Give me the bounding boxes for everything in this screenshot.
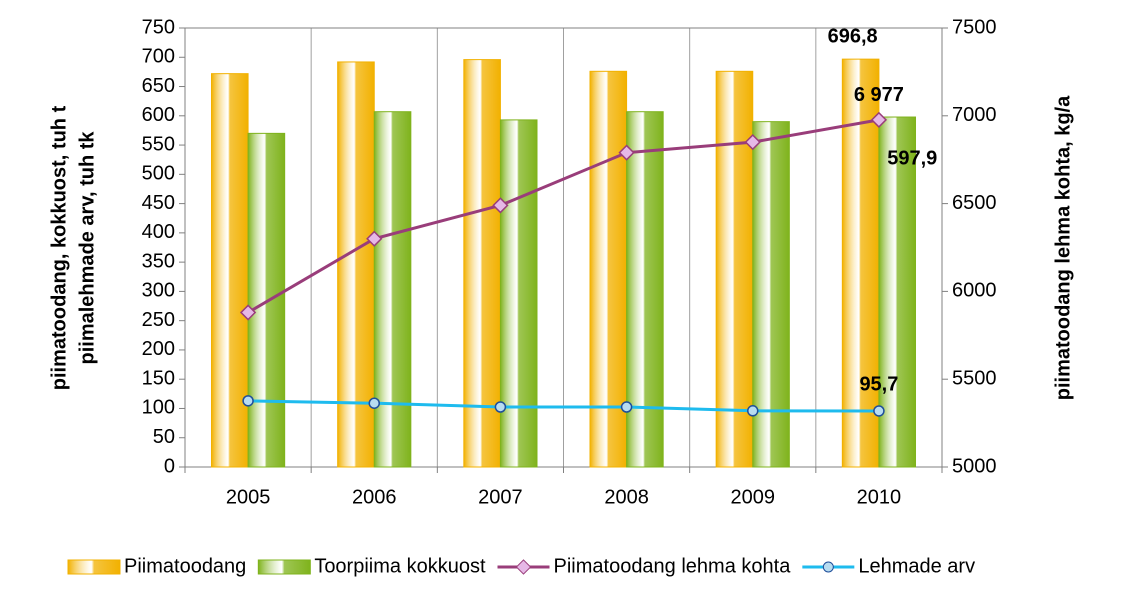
- y-tick-label: 700: [142, 46, 175, 68]
- bar: [337, 61, 375, 468]
- bar: [841, 58, 880, 468]
- line: [248, 399, 879, 413]
- legend-label: Piimatoodang lehma kohta: [554, 555, 792, 577]
- bar: [463, 59, 501, 468]
- bar: [878, 116, 917, 468]
- legend-label: Piimatoodang: [124, 555, 246, 577]
- y2-tick-label: 7000: [952, 104, 997, 126]
- marker: [368, 397, 380, 409]
- marker: [242, 395, 254, 407]
- data-label: 696,8: [828, 25, 878, 47]
- y2-tick-label: 6000: [952, 280, 997, 302]
- marker: [620, 401, 633, 413]
- x-tick-label: 2010: [857, 486, 902, 508]
- bar: [499, 119, 538, 468]
- bar: [210, 73, 249, 468]
- y-tick-label: 550: [142, 133, 175, 155]
- marker: [618, 144, 635, 161]
- legend-marker: [515, 559, 532, 575]
- y2-tick-label: 5000: [952, 455, 997, 477]
- marker: [239, 304, 257, 321]
- y-tick-label: 650: [142, 75, 175, 97]
- y-axis-title: piimatoodang, kokkuost, tuh t: [48, 105, 70, 390]
- bar: [626, 111, 664, 468]
- y2-axis-title: piimatoodang lehma kohta, kg/a: [1052, 95, 1074, 400]
- y2-tick-label: 6500: [952, 192, 997, 214]
- y2-tick-label: 5500: [952, 367, 997, 389]
- y-tick-label: 100: [142, 397, 175, 419]
- data-label: 95,7: [859, 373, 898, 395]
- bar: [715, 70, 754, 468]
- x-tick-label: 2007: [478, 486, 523, 508]
- legend-label: Lehmade arv: [858, 555, 975, 577]
- legend-swatch: [67, 559, 121, 575]
- y-tick-label: 150: [142, 367, 175, 389]
- bar: [752, 121, 790, 468]
- marker: [366, 230, 383, 247]
- x-tick-label: 2005: [226, 486, 271, 508]
- y-tick-label: 500: [142, 163, 175, 185]
- bar: [373, 111, 412, 468]
- line: [247, 118, 880, 314]
- x-tick-label: 2006: [352, 486, 397, 508]
- legend-marker: [822, 561, 834, 573]
- marker: [492, 197, 509, 214]
- marker: [747, 405, 759, 417]
- x-tick-label: 2008: [604, 486, 649, 508]
- y-tick-label: 350: [142, 250, 175, 272]
- y-tick-label: 50: [153, 426, 175, 448]
- y-tick-label: 450: [142, 192, 175, 214]
- data-label: 6 977: [854, 84, 904, 106]
- y-tick-label: 400: [142, 221, 175, 243]
- marker: [744, 134, 761, 151]
- legend-label: Toorpiima kokkuost: [314, 555, 486, 577]
- y-tick-label: 600: [142, 104, 175, 126]
- y-tick-label: 750: [142, 16, 175, 38]
- y2-tick-label: 7500: [952, 16, 997, 38]
- data-label: 597,9: [887, 147, 937, 169]
- y-tick-label: 250: [142, 309, 175, 331]
- marker: [873, 405, 885, 417]
- x-tick-label: 2009: [731, 486, 776, 508]
- y-tick-label: 0: [164, 455, 175, 477]
- marker: [870, 111, 888, 128]
- legend-swatch: [257, 559, 311, 575]
- y-tick-label: 200: [142, 338, 175, 360]
- y-tick-label: 300: [142, 280, 175, 302]
- marker: [494, 401, 507, 413]
- y-axis-title: piimalehmade arv, tuh tk: [76, 131, 98, 365]
